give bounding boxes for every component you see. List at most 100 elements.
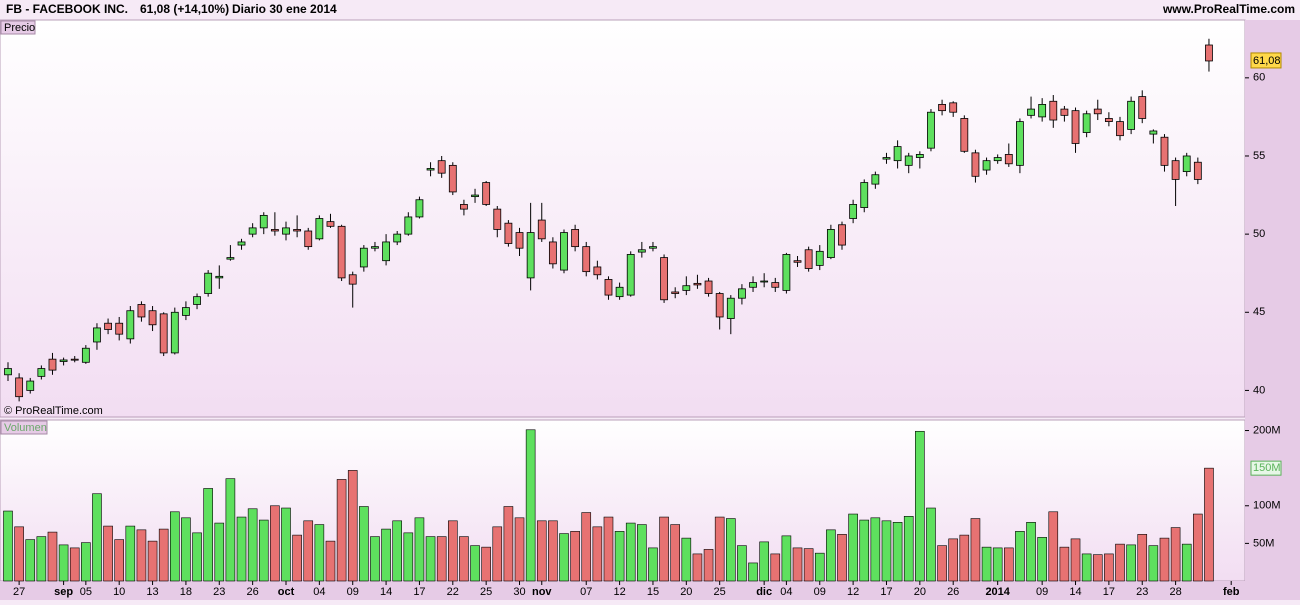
y-tick-label: 55 <box>1253 150 1265 162</box>
price-panel-title: Precio <box>4 22 35 34</box>
volume-bar <box>58 544 69 582</box>
volume-bar <box>837 534 847 582</box>
candle-body <box>671 291 680 294</box>
x-tick-label: 2014 <box>985 586 1010 598</box>
candle-body <box>1160 136 1169 166</box>
volume-bar <box>514 517 525 582</box>
last-price-label: 61,08 <box>1253 55 1281 67</box>
candle-body <box>59 359 68 362</box>
volume-bar <box>625 522 636 582</box>
x-tick-label: 07 <box>580 586 592 598</box>
y-tick-label: 50 <box>1253 228 1265 240</box>
volume-bar <box>748 562 758 582</box>
candle-body <box>293 229 302 232</box>
volume-bar <box>436 536 447 582</box>
last-price-box <box>1250 52 1282 69</box>
volume-bar <box>147 540 158 582</box>
volume-bar <box>548 520 558 582</box>
candle-body <box>204 272 213 294</box>
volume-bar <box>325 540 336 582</box>
candle-body <box>304 230 313 248</box>
candle-body <box>159 313 168 354</box>
candle-body <box>1205 44 1213 62</box>
candle-body <box>526 232 535 279</box>
volume-bar <box>570 531 580 582</box>
candle-body <box>371 246 379 249</box>
candle-body <box>904 155 913 166</box>
candle-body <box>1038 104 1047 118</box>
candle-body <box>760 280 769 283</box>
volume-bar <box>681 537 692 582</box>
volume-bar <box>1092 554 1103 582</box>
volume-bar <box>236 516 247 582</box>
candle-body <box>738 288 746 299</box>
volume-bar <box>69 547 80 582</box>
x-tick-label: 25 <box>480 586 492 598</box>
candle-body <box>326 221 335 227</box>
volume-bar <box>803 548 814 582</box>
candle-body <box>626 254 635 296</box>
candle-body <box>1138 96 1147 119</box>
volume-bar <box>1137 534 1148 582</box>
volume-bar <box>281 507 291 582</box>
x-axis-area <box>0 581 1300 600</box>
volume-bar <box>47 531 58 582</box>
x-tick-label: 12 <box>847 586 859 598</box>
candle-body <box>1193 161 1202 180</box>
candle-body <box>1049 100 1058 121</box>
candle-body <box>726 297 735 319</box>
candle-body <box>81 347 90 363</box>
candle-body <box>1093 108 1102 115</box>
volume-bar <box>1159 537 1170 582</box>
volume-bar <box>881 520 892 582</box>
volume-bar <box>392 520 403 582</box>
period: Diario 30 ene 2014 <box>232 2 337 16</box>
volume-bar <box>870 517 881 582</box>
candle-body <box>582 246 591 273</box>
candle-body <box>871 174 880 185</box>
volume-bar <box>826 529 836 582</box>
candle-body <box>993 157 1002 162</box>
volume-bar <box>948 538 959 582</box>
candle-body <box>560 232 568 271</box>
volume-bar <box>270 505 280 582</box>
candle-body <box>815 250 824 266</box>
x-tick-label: 17 <box>880 586 892 598</box>
candle-body <box>504 222 513 244</box>
candle-body <box>1127 100 1136 130</box>
volume-bar <box>359 506 369 582</box>
candle-body <box>70 358 79 361</box>
candle-body <box>1171 160 1180 180</box>
candle-body <box>215 275 224 279</box>
volume-bar <box>1126 544 1136 582</box>
volume-bar <box>158 528 169 582</box>
candle-body <box>971 152 980 177</box>
volume-bar <box>915 430 925 582</box>
volume-bar <box>25 539 36 582</box>
candle-body <box>882 157 891 160</box>
candle-body <box>404 216 413 235</box>
candle-body <box>48 358 57 371</box>
candle-body <box>4 368 12 376</box>
candle-body <box>15 377 24 398</box>
watermark: © ProRealTime.com <box>4 405 103 417</box>
candle-body <box>493 208 502 230</box>
candle-body <box>826 229 835 258</box>
volume-bar <box>581 512 592 582</box>
y-tick-label: 40 <box>1253 384 1265 396</box>
panel-tag <box>0 420 48 435</box>
candle-body <box>849 204 858 219</box>
candle-body <box>938 104 946 112</box>
candle-body <box>515 232 524 249</box>
x-tick-label: 17 <box>1103 586 1115 598</box>
candle-body <box>893 146 902 162</box>
volume-bar <box>926 507 936 582</box>
volume-bar <box>1059 546 1070 582</box>
x-tick-label: 23 <box>213 586 225 598</box>
candle-body <box>982 160 991 171</box>
candle-body <box>415 199 424 218</box>
volume-bar <box>1026 522 1036 582</box>
price-panel <box>0 19 1246 418</box>
volume-bar <box>225 478 236 582</box>
